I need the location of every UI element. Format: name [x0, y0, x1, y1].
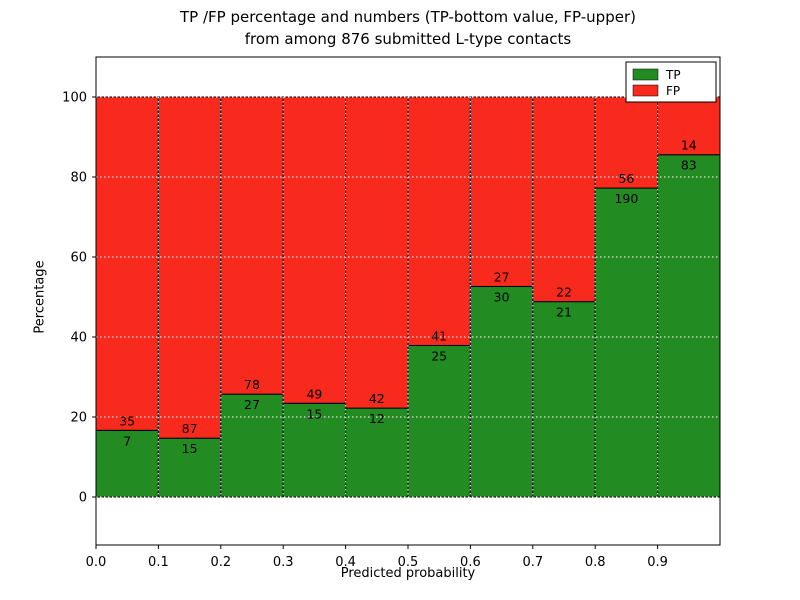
fp-bar [345, 96, 409, 409]
tp-bar [95, 429, 159, 498]
tp-bar [407, 344, 471, 498]
fp-bar [532, 96, 596, 303]
fp-count-label: 35 [119, 413, 135, 428]
tp-count-label: 12 [369, 411, 385, 426]
x-tick-label: 0.8 [585, 555, 606, 570]
legend-label: TP [665, 68, 681, 82]
tp-count-label: 30 [494, 289, 510, 304]
tp-count-label: 190 [614, 191, 638, 206]
chart-title: TP /FP percentage and numbers (TP-bottom… [96, 6, 720, 50]
tp-count-label: 83 [681, 158, 697, 173]
chart-title-line1: TP /FP percentage and numbers (TP-bottom… [180, 8, 636, 26]
x-tick-label: 0.6 [460, 555, 481, 570]
fp-count-label: 22 [556, 285, 572, 300]
tp-count-label: 21 [556, 305, 572, 320]
x-tick-label: 0.7 [522, 555, 543, 570]
fp-bar [282, 96, 347, 404]
tp-count-label: 7 [123, 433, 131, 448]
tp-bar [657, 154, 721, 498]
tp-bar [594, 187, 659, 498]
fp-count-label: 78 [244, 377, 260, 392]
fp-count-label: 87 [182, 421, 198, 436]
x-axis-label: Predicted probability [340, 566, 476, 581]
y-tick-label: 40 [70, 331, 87, 346]
fp-bar [95, 96, 159, 431]
legend-label: FP [666, 84, 680, 98]
fp-count-label: 42 [369, 391, 385, 406]
fp-bar [157, 96, 222, 439]
tp-bar [469, 285, 534, 498]
y-tick-label: 80 [70, 171, 87, 186]
x-tick-label: 0.2 [210, 555, 231, 570]
tp-bar [532, 301, 596, 498]
fp-bar [469, 96, 534, 287]
x-tick-label: 0.1 [148, 555, 169, 570]
x-tick-label: 0.5 [398, 555, 419, 570]
x-tick-label: 0.0 [86, 555, 107, 570]
y-tick-label: 60 [70, 251, 87, 266]
chart-title-line2: from among 876 submitted L-type contacts [244, 30, 572, 48]
fp-bar [407, 96, 471, 346]
x-tick-label: 0.9 [647, 555, 668, 570]
legend-swatch [632, 68, 659, 81]
y-tick-label: 100 [62, 91, 87, 106]
tp-count-label: 15 [182, 441, 198, 456]
tp-count-label: 15 [306, 406, 322, 421]
tp-count-label: 25 [431, 348, 447, 363]
tp-bar [220, 393, 284, 498]
fp-bar [657, 96, 721, 156]
y-tick-label: 20 [70, 411, 87, 426]
y-tick-label: 0 [79, 491, 87, 506]
x-tick-label: 0.3 [273, 555, 294, 570]
tp-count-label: 27 [244, 397, 260, 412]
y-axis-label: Percentage [32, 260, 48, 334]
fp-bar [220, 96, 284, 395]
fp-count-label: 56 [618, 171, 634, 186]
x-tick-label: 0.4 [335, 555, 356, 570]
legend-swatch [632, 84, 659, 97]
fp-count-label: 41 [431, 328, 447, 343]
fp-count-label: 14 [681, 138, 697, 153]
fp-count-label: 49 [306, 386, 322, 401]
fp-count-label: 27 [494, 269, 510, 284]
